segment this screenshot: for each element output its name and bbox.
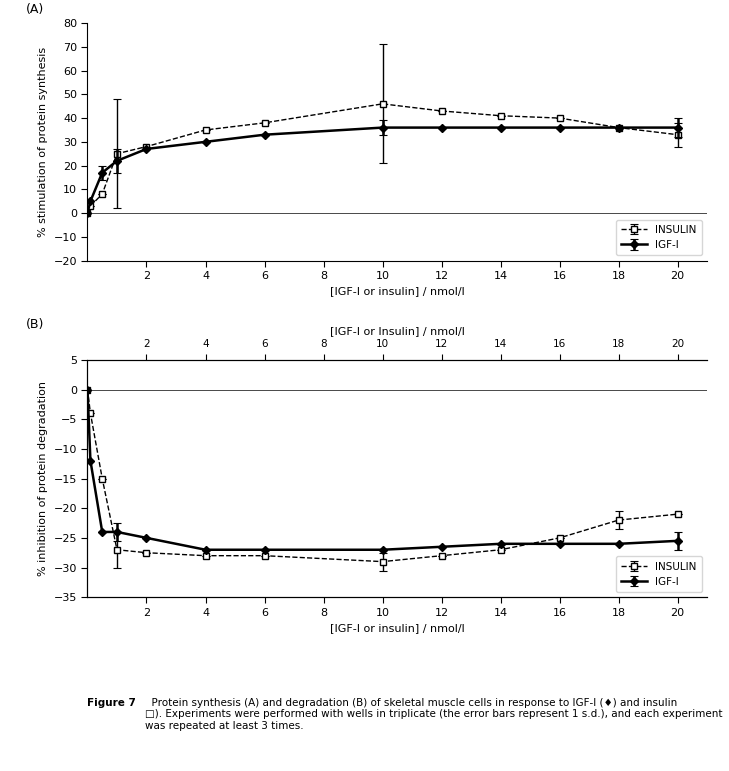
Text: Protein synthesis (A) and degradation (B) of skeletal muscle cells in response t: Protein synthesis (A) and degradation (B… <box>145 698 722 731</box>
Text: (B): (B) <box>26 318 44 332</box>
Y-axis label: % stimulation of protein synthesis: % stimulation of protein synthesis <box>38 47 48 237</box>
Text: Figure 7: Figure 7 <box>87 698 136 708</box>
Text: (A): (A) <box>26 3 44 16</box>
Legend: INSULIN, IGF-I: INSULIN, IGF-I <box>616 557 702 592</box>
X-axis label: [IGF-I or insulin] / nmol/l: [IGF-I or insulin] / nmol/l <box>330 623 464 633</box>
Legend: INSULIN, IGF-I: INSULIN, IGF-I <box>616 220 702 255</box>
X-axis label: [IGF-I or Insulin] / nmol/l: [IGF-I or Insulin] / nmol/l <box>330 326 465 336</box>
X-axis label: [IGF-I or insulin] / nmol/l: [IGF-I or insulin] / nmol/l <box>330 287 464 297</box>
Y-axis label: % inhibition of protein degradation: % inhibition of protein degradation <box>38 381 48 576</box>
